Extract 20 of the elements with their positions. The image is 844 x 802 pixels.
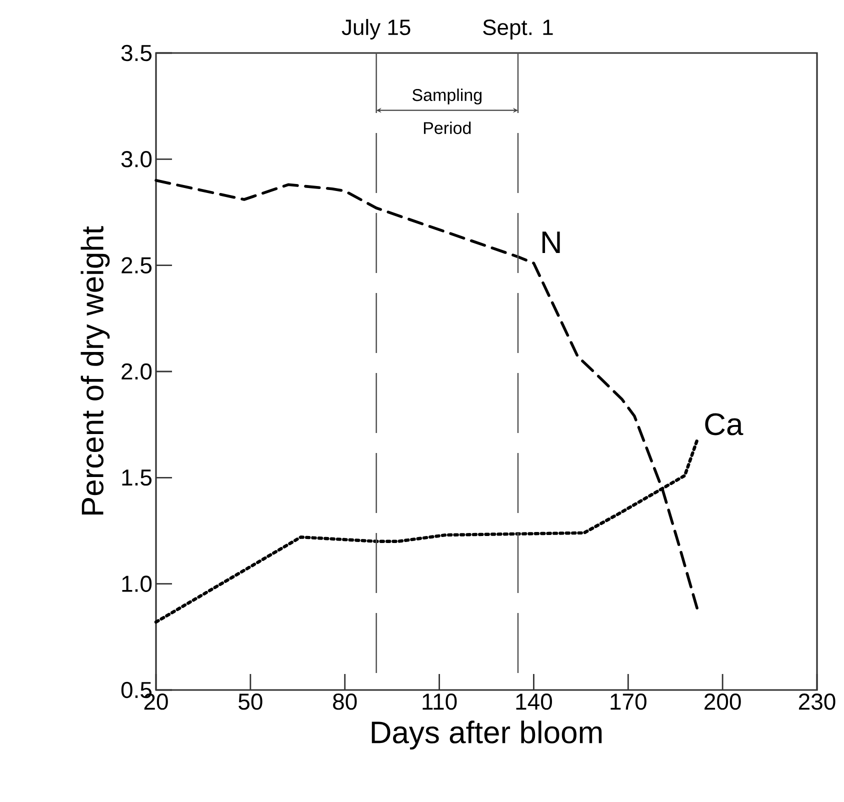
- x-tick-label: 80: [333, 694, 357, 710]
- y-tick-label: 3.0: [121, 151, 152, 168]
- series-label: N: [542, 232, 560, 254]
- x-tick-label: 110: [422, 694, 457, 710]
- x-axis-title: Days after bloom: [372, 720, 602, 750]
- y-tick-label: 3.5: [121, 44, 152, 62]
- x-tick-label: 140: [516, 694, 552, 710]
- y-tick-label: 1.5: [122, 470, 152, 486]
- x-tick-label: 200: [704, 694, 741, 710]
- ref-line-label: Sept. 1: [483, 20, 553, 40]
- x-tick-label: 50: [238, 694, 262, 710]
- x-tick-label: 230: [798, 694, 836, 710]
- annotation: Sampling Period: [412, 88, 482, 134]
- x-tick-label: 170: [610, 694, 646, 710]
- y-axis-title: Percent of dry weight: [80, 226, 110, 515]
- series-label: Ca: [705, 413, 744, 436]
- y-tick-label: 2.5: [122, 257, 152, 274]
- ref-line-label: July 15: [342, 18, 410, 40]
- y-tick-label: 1.0: [122, 576, 152, 592]
- y-tick-label: 2.0: [122, 363, 152, 380]
